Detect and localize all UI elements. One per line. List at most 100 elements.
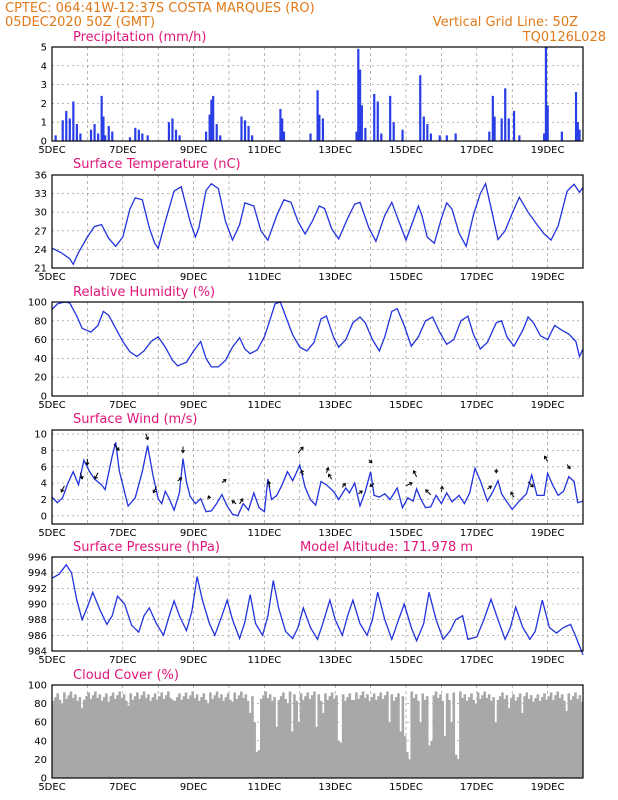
cloud-bar xyxy=(89,698,93,778)
cloud-bar xyxy=(259,698,263,778)
precip-bar xyxy=(560,131,563,141)
panel-title: Surface Wind (m/s) xyxy=(73,412,197,427)
cloud-bar xyxy=(279,696,283,778)
cloud-bar xyxy=(180,699,183,778)
precip-bar xyxy=(574,92,578,141)
precip-bar xyxy=(282,131,286,141)
wind-vector-head xyxy=(510,491,514,496)
precip-bar xyxy=(426,124,429,141)
cloud-bar xyxy=(74,694,77,778)
cloud-bar xyxy=(545,699,548,778)
panel-title: Surface Pressure (hPa) xyxy=(73,540,220,555)
x-tick-label: 17DEC xyxy=(460,655,494,666)
cloud-bar xyxy=(521,712,524,778)
x-tick-label: 19DEC xyxy=(531,400,565,411)
cloud-bar xyxy=(127,705,130,778)
cloud-bar xyxy=(352,699,356,778)
wind-vector-head xyxy=(325,466,330,471)
cloud-bar xyxy=(171,699,175,778)
cloud-bar xyxy=(217,698,221,778)
cloud-bar xyxy=(481,695,484,778)
cloud-bar xyxy=(571,696,575,778)
header-grid-line: Vertical Grid Line: 50Z xyxy=(433,15,578,30)
cloud-bar xyxy=(162,698,166,778)
cloud-bar xyxy=(386,691,389,778)
x-tick-label: 7DEC xyxy=(109,528,136,539)
cloud-bar xyxy=(425,696,429,778)
panel-title: Relative Humidity (%) xyxy=(73,285,215,300)
cloud-bar xyxy=(529,695,533,778)
cloud-bar xyxy=(483,691,487,778)
precip-bar xyxy=(544,47,548,141)
cloud-bar xyxy=(337,740,341,778)
cloud-bar xyxy=(565,711,568,778)
x-tick-label: 15DEC xyxy=(389,145,423,156)
cloud-bar xyxy=(78,697,82,778)
cloud-bar xyxy=(421,693,425,778)
cloud-bar xyxy=(244,694,248,778)
cloud-bar xyxy=(406,751,409,778)
y-tick-label: 80 xyxy=(34,699,47,710)
cloud-bar xyxy=(532,701,535,778)
x-tick-label: 9DEC xyxy=(180,782,207,793)
precip-bar xyxy=(171,118,174,141)
cloud-bar xyxy=(120,698,124,778)
cloud-bar xyxy=(151,697,155,778)
cloud-bar xyxy=(423,699,427,778)
x-tick-label: 7DEC xyxy=(109,145,136,156)
wind-vector-head xyxy=(425,489,429,493)
cloud-bar xyxy=(240,691,243,778)
cloud-bar xyxy=(319,700,323,778)
x-tick-label: 5DEC xyxy=(38,655,65,666)
wind-vector-head xyxy=(369,483,374,487)
wind-vector-head xyxy=(207,495,212,499)
wind-vector-head xyxy=(222,479,227,483)
cloud-bar xyxy=(350,699,354,778)
x-tick-label: 13DEC xyxy=(318,145,352,156)
panel-title: Surface Temperature (nC) xyxy=(73,157,241,172)
precip-bar xyxy=(210,99,213,141)
x-tick-label: 19DEC xyxy=(531,528,565,539)
precip-bar xyxy=(215,124,218,141)
cloud-bar xyxy=(403,736,407,778)
y-tick-label: 0 xyxy=(41,511,47,522)
wind-vector xyxy=(527,481,534,488)
precip-bar xyxy=(54,135,57,141)
cloud-bar xyxy=(383,695,387,778)
precip-bar xyxy=(111,131,114,141)
cloud-bar xyxy=(315,726,318,778)
cloud-bar xyxy=(306,692,310,778)
x-tick-label: 17DEC xyxy=(460,782,494,793)
cloud-bar xyxy=(142,691,146,778)
cloud-bar xyxy=(317,694,321,778)
cloud-bar xyxy=(397,693,400,778)
panel-frame xyxy=(51,301,584,397)
y-tick-label: 60 xyxy=(34,335,47,346)
cloud-bar xyxy=(355,692,358,778)
x-tick-label: 7DEC xyxy=(109,655,136,666)
cloud-bar xyxy=(523,696,526,778)
cloud-bar xyxy=(282,692,285,778)
panel-title: Precipitation (mm/h) xyxy=(73,30,206,45)
header-model-id: TQ0126L028 xyxy=(522,30,606,45)
wind-vector-head xyxy=(412,470,417,474)
y-tick-label: 80 xyxy=(34,316,47,327)
x-tick-label: 19DEC xyxy=(531,145,565,156)
cloud-bar xyxy=(302,699,305,778)
precip-bar xyxy=(104,135,107,141)
precip-bar xyxy=(174,129,178,141)
x-tick-label: 7DEC xyxy=(109,782,136,793)
x-tick-label: 11DEC xyxy=(248,272,282,283)
precip-bar xyxy=(358,69,362,141)
y-tick-label: 36 xyxy=(34,171,47,182)
cloud-bar xyxy=(297,722,301,778)
x-tick-label: 15DEC xyxy=(389,400,423,411)
cloud-bar xyxy=(328,696,332,778)
precip-bar xyxy=(146,135,149,141)
wind-vector xyxy=(79,472,83,479)
cloud-bar xyxy=(138,698,141,778)
panel-title: Cloud Cover (%) xyxy=(73,668,179,683)
wind-vector xyxy=(297,446,304,454)
y-tick-label: 994 xyxy=(28,568,47,579)
cloud-bar xyxy=(266,698,270,778)
